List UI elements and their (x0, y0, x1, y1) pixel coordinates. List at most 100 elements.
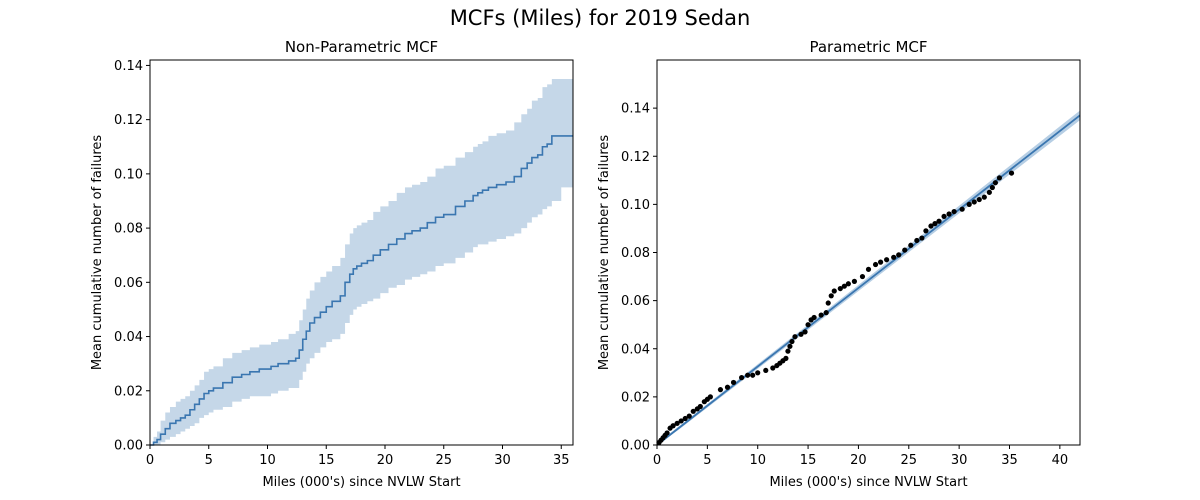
observed-point (971, 199, 977, 205)
y-tick-label: 0.12 (114, 113, 143, 128)
axes-title-nonparametric: Non-Parametric MCF (285, 38, 438, 56)
x-tick-label: 25 (435, 453, 452, 468)
y-tick-label: 0.06 (114, 276, 143, 291)
y-axis-label: Mean cumulative number of failures (597, 135, 612, 371)
y-axis-label: Mean cumulative number of failures (90, 135, 105, 371)
observed-point (811, 314, 817, 321)
observed-point (896, 252, 902, 258)
observed-point (1008, 170, 1015, 176)
observed-point (928, 223, 934, 229)
observed-point (831, 288, 837, 294)
observed-point (941, 213, 947, 220)
x-tick-label: 20 (850, 453, 867, 468)
y-tick-label: 0.12 (621, 150, 650, 165)
x-tick-label: 5 (205, 453, 213, 468)
observed-point (798, 331, 804, 337)
figure-title: MCFs (Miles) for 2019 Sedan (450, 6, 751, 30)
observed-point (902, 247, 908, 253)
observed-point (891, 254, 897, 260)
observed-point (877, 259, 884, 265)
observed-point (823, 310, 829, 316)
observed-point (919, 235, 925, 241)
observed-point (923, 228, 929, 234)
mcf-step-line (150, 135, 573, 446)
y-tick-label: 0.08 (621, 246, 650, 261)
observed-point (872, 261, 879, 268)
observed-point (951, 208, 957, 215)
x-tick-label: 0 (146, 453, 154, 468)
observed-point (837, 285, 843, 292)
observed-point (818, 312, 824, 318)
x-tick-label: 15 (318, 453, 335, 468)
y-tick-label: 0.10 (621, 198, 650, 213)
observed-point (825, 300, 831, 306)
y-tick-label: 0.14 (621, 102, 650, 117)
x-tick-label: 30 (951, 453, 968, 468)
observed-point (682, 415, 688, 422)
observed-point (697, 403, 703, 410)
observed-point (755, 370, 761, 376)
x-tick-label: 0 (653, 453, 661, 468)
observed-point (936, 218, 942, 224)
observed-point (717, 387, 724, 393)
y-tick-label: 0.14 (114, 59, 143, 74)
observed-point (730, 379, 737, 386)
observed-point (739, 375, 745, 381)
y-tick-label: 0.06 (621, 294, 650, 309)
y-tick-label: 0.04 (114, 330, 143, 345)
x-tick-label: 40 (1052, 453, 1069, 468)
observed-point (690, 408, 696, 414)
observed-point (959, 206, 965, 212)
observed-point (745, 372, 751, 378)
observed-point (707, 394, 713, 400)
x-tick-label: 25 (901, 453, 918, 468)
x-tick-label: 20 (377, 453, 394, 468)
y-tick-label: 0.10 (114, 167, 143, 182)
observed-point (792, 334, 798, 340)
observed-point (841, 283, 847, 289)
observed-point (805, 322, 811, 328)
observed-point (884, 257, 890, 263)
observed-point (914, 237, 920, 244)
observed-point (932, 221, 938, 227)
observed-point (787, 343, 793, 349)
y-tick-label: 0.00 (114, 439, 143, 454)
observed-point (750, 372, 756, 378)
x-tick-label: 15 (800, 453, 817, 468)
observed-point (946, 211, 952, 217)
x-tick-label: 35 (553, 453, 570, 468)
x-axis-label: Miles (000's) since NVLW Start (262, 475, 460, 490)
y-tick-label: 0.00 (621, 439, 650, 454)
y-tick-label: 0.04 (621, 342, 650, 357)
x-tick-label: 10 (259, 453, 276, 468)
observed-point (992, 180, 999, 186)
observed-point (783, 355, 789, 361)
observed-point (989, 184, 995, 191)
observed-point (966, 201, 972, 207)
axes-frame (149, 59, 574, 446)
observed-point (770, 365, 776, 371)
observed-point (859, 273, 866, 280)
observed-point (664, 430, 670, 436)
observed-point (686, 413, 692, 419)
fit-confidence-band (657, 110, 1080, 445)
observed-point (908, 242, 914, 248)
x-tick-label: 10 (749, 453, 766, 468)
axes-title-parametric: Parametric MCF (809, 38, 927, 56)
observed-point (674, 420, 680, 426)
observed-point (845, 281, 851, 287)
observed-point (981, 194, 987, 200)
observed-point (789, 338, 795, 345)
x-axis-label: Miles (000's) since NVLW Start (769, 475, 967, 490)
observed-point (996, 175, 1003, 181)
observed-point (865, 266, 872, 272)
y-tick-label: 0.02 (114, 384, 143, 399)
y-tick-label: 0.02 (621, 390, 650, 405)
observed-point (785, 348, 791, 354)
observed-point (986, 189, 992, 195)
observed-point (802, 329, 808, 335)
y-tick-label: 0.08 (114, 222, 143, 237)
axes-parametric: Parametric MCF 0 5 10 15 20 25 30 35 40 0.00 0.02 0… (597, 38, 1081, 490)
fitted-mcf-line (656, 114, 1081, 446)
